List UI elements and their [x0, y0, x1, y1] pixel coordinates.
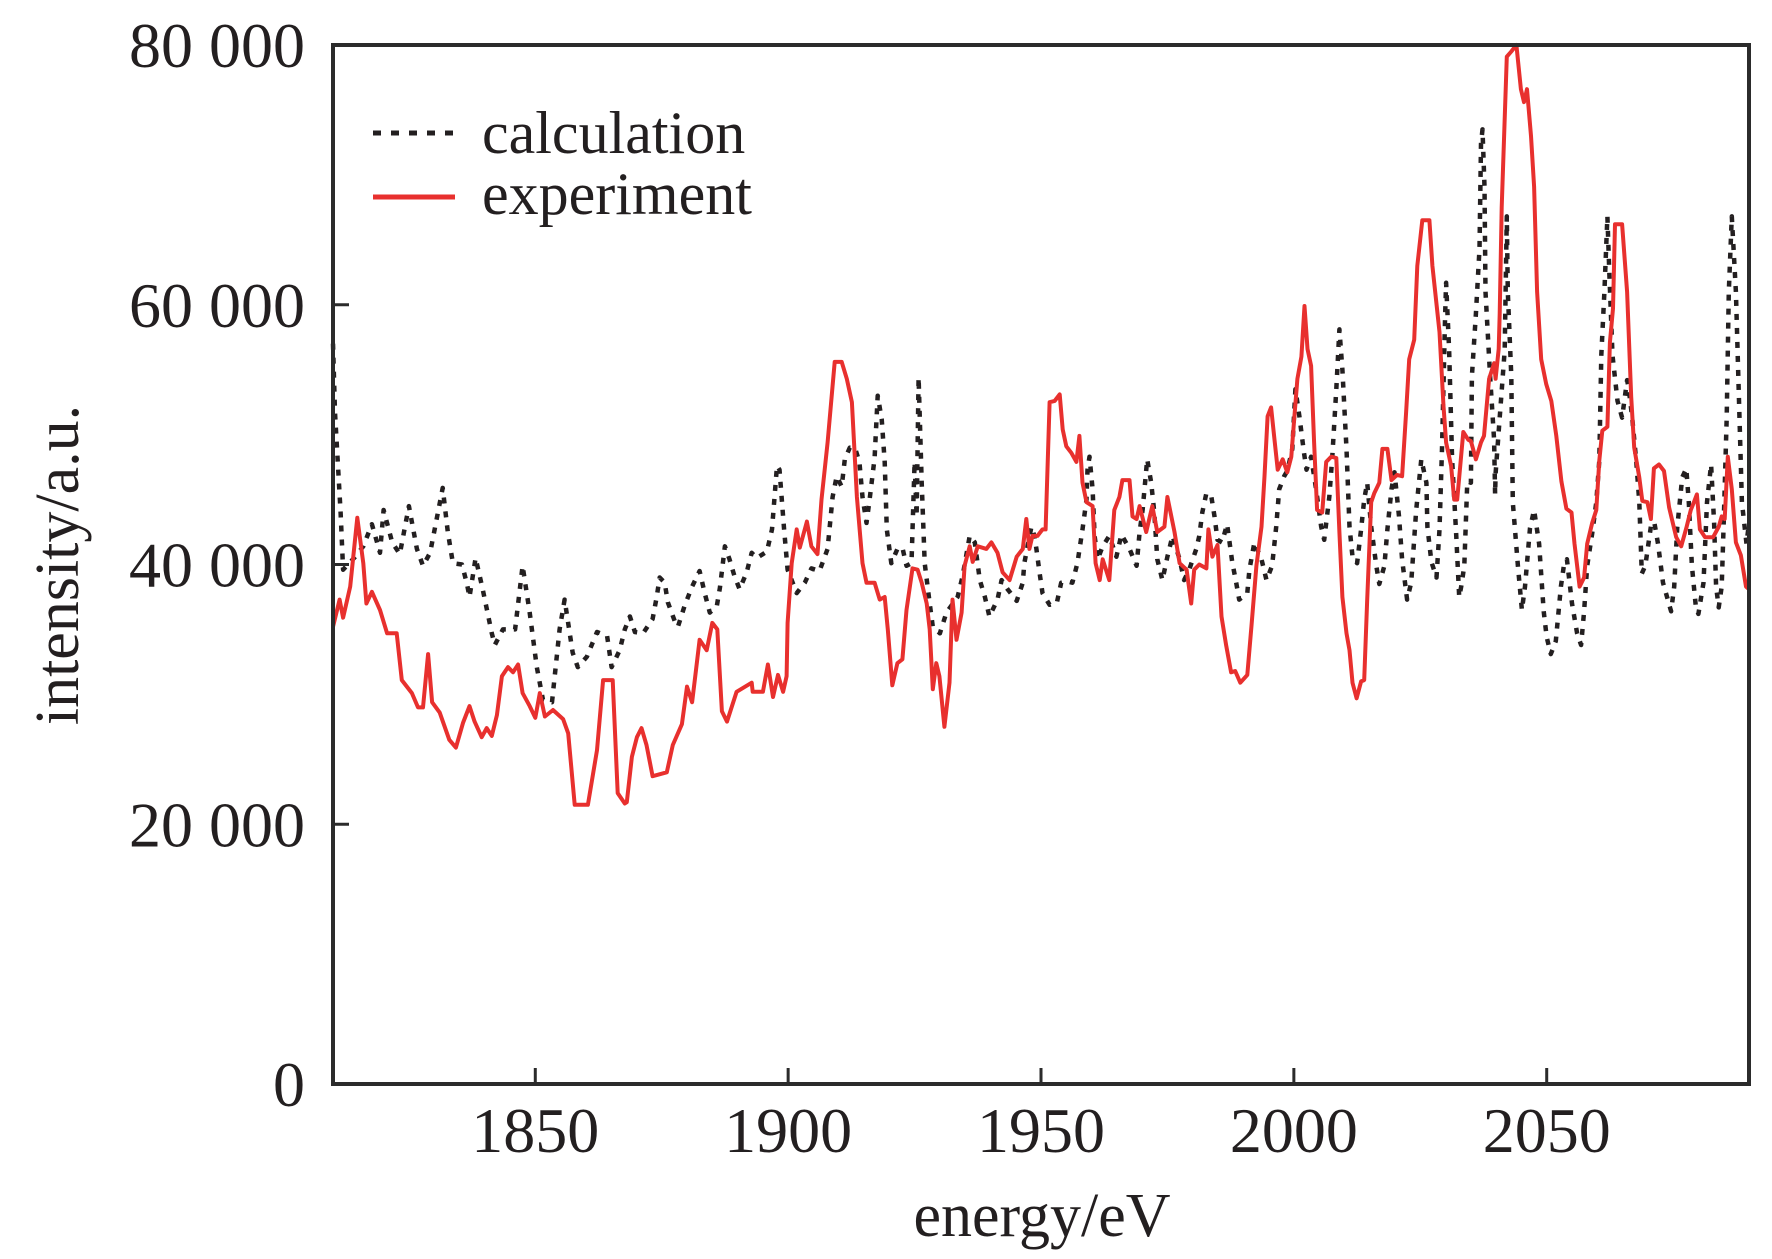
x-tick-label: 1900	[724, 1095, 852, 1166]
series-line-experiment	[331, 43, 1751, 807]
x-tick-label: 2050	[1483, 1095, 1611, 1166]
y-tick-label: 40 000	[129, 530, 305, 601]
y-tick-label: 60 000	[129, 270, 305, 341]
y-axis: 0 20 000 40 000 60 000 80 000	[129, 10, 349, 1120]
series-line-calculation	[330, 127, 1752, 705]
y-tick-label: 20 000	[129, 789, 305, 860]
y-axis-title: intensity/a.u.	[24, 405, 92, 725]
x-axis: 1850 1900 1950 2000 2050	[471, 1068, 1611, 1166]
legend: calculation experiment	[373, 100, 752, 227]
legend-label-calculation: calculation	[482, 100, 745, 166]
x-tick-label: 1850	[471, 1095, 599, 1166]
plot-area	[330, 43, 1752, 807]
x-tick-label: 2000	[1230, 1095, 1358, 1166]
x-axis-title: energy/eV	[913, 1182, 1170, 1250]
y-tick-label: 80 000	[129, 10, 305, 81]
y-tick-label: 0	[273, 1049, 305, 1120]
x-tick-label: 1950	[977, 1095, 1105, 1166]
legend-label-experiment: experiment	[482, 161, 752, 227]
